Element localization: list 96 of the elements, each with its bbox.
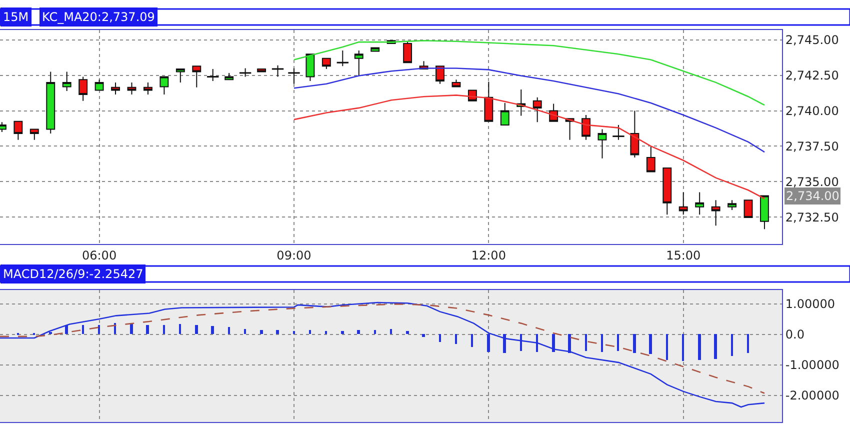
x-tick-label: 09:00 — [276, 248, 312, 262]
candlestick — [322, 58, 331, 70]
bar — [568, 334, 571, 353]
y-tick-label: -1.00000 — [785, 358, 840, 372]
y-tick-label: -2.00000 — [785, 388, 840, 403]
bar — [731, 334, 733, 356]
candlestick — [630, 110, 640, 158]
candlestick — [46, 71, 56, 134]
y-tick-label: 1.00000 — [785, 296, 836, 311]
bar — [244, 329, 246, 334]
y-tick-label: 2,740.00 — [785, 104, 839, 118]
candlestick — [306, 54, 315, 82]
candlestick — [192, 66, 202, 88]
chart-title: 15M — [3, 10, 29, 24]
line-series — [293, 40, 766, 106]
candlestick — [744, 200, 753, 218]
bar — [309, 330, 311, 334]
bar — [439, 334, 441, 342]
bar — [293, 331, 295, 334]
candlestick — [436, 66, 444, 84]
bar — [82, 325, 84, 334]
line-series — [293, 94, 766, 200]
bar — [601, 334, 603, 352]
candlestick — [711, 200, 720, 226]
candlestick — [500, 102, 510, 126]
y-tick-label: 2,735.00 — [785, 174, 839, 189]
x-tick-label: 12:00 — [471, 248, 506, 262]
bar — [503, 334, 506, 353]
candlestick — [662, 168, 672, 216]
candlestick — [370, 47, 380, 52]
candlestick — [111, 82, 120, 95]
bar — [422, 334, 425, 337]
candlestick — [257, 68, 266, 72]
bar — [666, 334, 668, 360]
candlestick — [354, 50, 364, 76]
candlestick — [695, 192, 704, 216]
bar — [390, 329, 392, 334]
candlestick — [582, 114, 590, 140]
y-tick-label: 2,732.50 — [785, 210, 839, 224]
y-tick-label: 2,737.50 — [785, 139, 839, 154]
candlestick — [62, 71, 72, 92]
bar — [455, 334, 457, 344]
bar — [747, 334, 749, 353]
y-tick-label: 0.0 — [785, 328, 804, 342]
candlestick — [127, 82, 136, 95]
chart-title: MACD12/26/9:-2.25427 — [3, 267, 144, 281]
bar — [130, 324, 133, 334]
y-tick-label: 2,742.50 — [785, 68, 839, 83]
bar — [714, 334, 717, 359]
x-tick-label: 15:00 — [666, 248, 701, 262]
bar — [698, 334, 701, 360]
candlestick — [760, 195, 769, 230]
bar — [471, 334, 473, 347]
y-tick-label: 2,745.00 — [785, 33, 839, 48]
bar — [649, 334, 652, 354]
text: 2,734.00 — [786, 189, 840, 203]
bar — [682, 334, 684, 361]
chart-subtitle: KC_MA20:2,737.09 — [42, 10, 155, 24]
candlestick — [646, 146, 656, 172]
candlestick — [94, 79, 104, 91]
candlestick — [143, 82, 152, 95]
bar — [633, 334, 636, 353]
candlestick — [160, 76, 169, 95]
bar — [374, 330, 376, 334]
bar — [406, 331, 409, 334]
bar — [163, 325, 165, 334]
bar — [357, 330, 360, 334]
bar — [341, 331, 344, 334]
candlestick — [14, 120, 23, 140]
bar — [195, 325, 198, 334]
candlestick — [176, 68, 185, 83]
bar — [65, 325, 68, 334]
bar — [585, 334, 587, 351]
bar — [211, 326, 214, 334]
line-series — [293, 68, 766, 153]
bar — [617, 334, 619, 351]
bar — [552, 334, 555, 352]
candlestick — [598, 128, 607, 159]
candlestick — [30, 128, 39, 140]
candlestick — [678, 192, 688, 216]
candlestick — [403, 41, 412, 64]
candlestick — [484, 81, 494, 122]
bar — [179, 324, 181, 334]
bar — [536, 334, 538, 352]
bar — [228, 327, 230, 334]
candlestick — [532, 96, 542, 123]
bar — [487, 334, 490, 352]
bar — [325, 331, 327, 334]
bar — [146, 325, 149, 334]
bar — [98, 325, 100, 334]
bar — [260, 330, 263, 334]
x-tick-label: 06:00 — [82, 248, 117, 262]
candlestick — [78, 76, 88, 102]
bar — [276, 330, 279, 334]
candlestick — [728, 200, 736, 210]
bar — [520, 334, 522, 351]
